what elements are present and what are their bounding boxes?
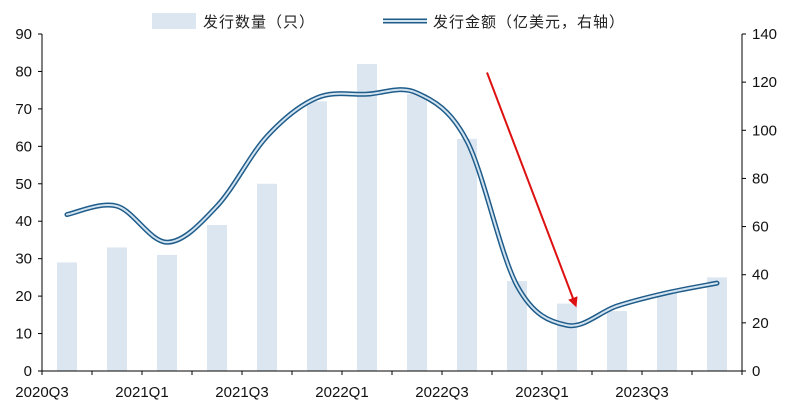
- bar-2020Q3: [57, 262, 77, 371]
- bar-2021Q1: [157, 254, 177, 371]
- y-right-tick-label: 0: [752, 363, 760, 380]
- y-left-tick-label: 0: [24, 363, 32, 380]
- x-tick-label: 2020Q3: [15, 384, 68, 401]
- x-tick-label: 2021Q3: [215, 384, 268, 401]
- y-left-tick-label: 70: [15, 101, 32, 118]
- y-left-tick-label: 10: [15, 326, 32, 343]
- y-right-tick-label: 20: [752, 315, 769, 332]
- bar-2021Q2: [207, 224, 227, 371]
- x-tick-label: 2023Q3: [615, 384, 668, 401]
- y-right-tick-label: 120: [752, 74, 777, 91]
- y-right-tick-label: 140: [752, 26, 777, 43]
- y-right-tick-label: 100: [752, 122, 777, 139]
- y-right-tick-label: 80: [752, 170, 769, 187]
- bar-2021Q3: [257, 183, 277, 371]
- y-right-tick-label: 60: [752, 219, 769, 236]
- x-tick-label: 2022Q3: [415, 384, 468, 401]
- legend-bar-swatch: [152, 13, 196, 29]
- bars-layer: [57, 63, 727, 372]
- bar-2022Q1: [357, 63, 377, 371]
- y-left-tick-label: 50: [15, 176, 32, 193]
- bar-2022Q3: [457, 138, 477, 371]
- bar-2023Q2: [607, 311, 627, 371]
- y-right-tick-label: 40: [752, 267, 769, 284]
- y-left-tick-label: 60: [15, 138, 32, 155]
- bar-2022Q4: [507, 281, 527, 371]
- y-left-tick-label: 40: [15, 213, 32, 230]
- trend-arrow: [486, 72, 578, 308]
- bar-2022Q2: [407, 93, 427, 372]
- y-left-tick-label: 20: [15, 288, 32, 305]
- bar-2023Q1: [557, 303, 577, 371]
- bar-2020Q4: [107, 247, 127, 371]
- ticks-layer: 0 10 20 30 40 50 60 70 80 90 0 20 40 60 80 100 120 140 202…: [15, 26, 777, 401]
- x-tick-label: 2022Q1: [315, 384, 368, 401]
- x-tick-label: 2021Q1: [115, 384, 168, 401]
- legend: 发行数量（只） 发行金额（亿美元，右轴）: [152, 13, 625, 31]
- axes-layer: [41, 34, 743, 372]
- line-layer: [64, 87, 720, 329]
- annotation-layer: [486, 72, 578, 308]
- line-series-amount: [66, 88, 718, 327]
- y-left-tick-label: 80: [15, 63, 32, 80]
- bar-2021Q4: [307, 101, 327, 372]
- x-tick-label: 2023Q1: [515, 384, 568, 401]
- legend-bar-label: 发行数量（只）: [203, 13, 315, 31]
- y-left-tick-label: 90: [15, 26, 32, 43]
- bar-2023Q3: [657, 292, 677, 371]
- y-left-tick-label: 30: [15, 251, 32, 268]
- legend-line-label: 发行金额（亿美元，右轴）: [433, 13, 625, 31]
- bar-2023Q4: [707, 277, 727, 371]
